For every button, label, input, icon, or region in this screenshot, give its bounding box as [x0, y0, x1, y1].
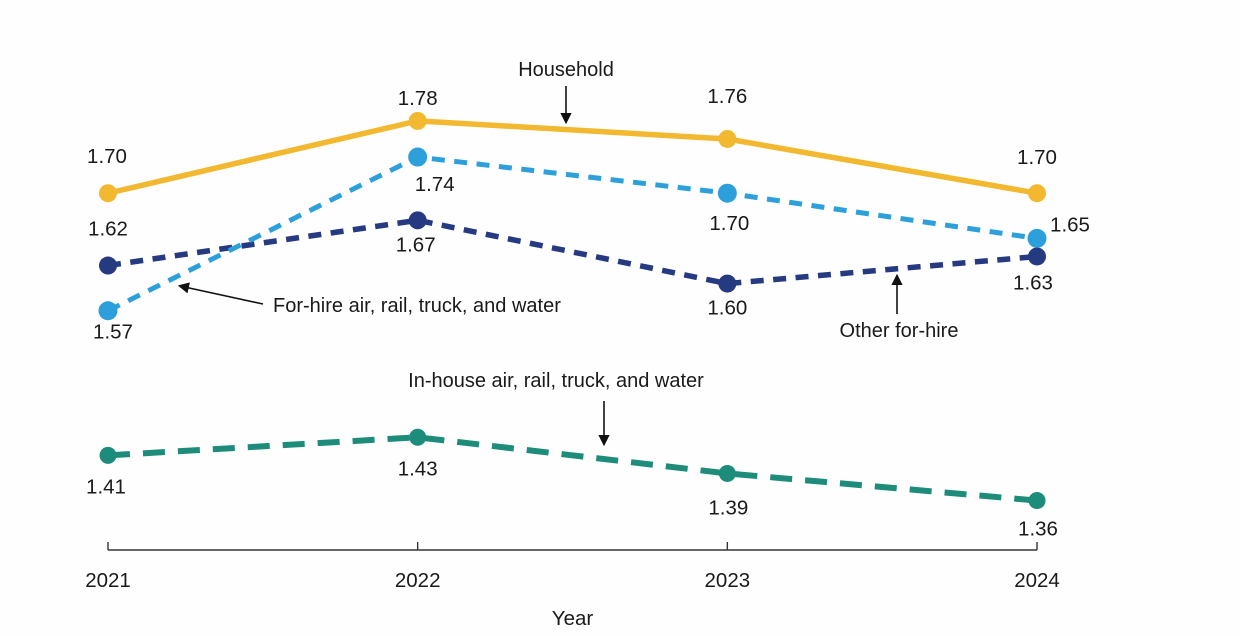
- value-label-for-hire-air-rail-truck-and-water-2022: 1.74: [415, 173, 455, 196]
- data-point-in-house-air-rail-truck-and-water-2022: [409, 428, 427, 446]
- data-point-household-2022: [408, 111, 427, 130]
- value-label-other-for-hire-2022: 1.67: [396, 233, 436, 256]
- series-line-other-for-hire: [107, 217, 1038, 287]
- data-point-other-for-hire-2021: [99, 256, 117, 275]
- series-line-in-house-air-rail-truck-and-water: [107, 434, 1038, 504]
- value-label-household-2021: 1.70: [87, 145, 127, 168]
- annotation-in-house: In-house air, rail, truck, and water: [408, 370, 704, 392]
- value-label-in-house-air-rail-truck-and-water-2022: 1.43: [398, 457, 438, 480]
- series-line-for-hire-air-rail-truck-and-water: [106, 154, 1038, 313]
- annotation-for-hire: For-hire air, rail, truck, and water: [273, 295, 561, 317]
- series-line-household: [107, 118, 1038, 196]
- annotation-household: Household: [518, 59, 614, 81]
- x-tick-label-2023: 2023: [705, 569, 751, 592]
- data-point-household-2024: [1028, 184, 1047, 203]
- annotation-other-for-hire: Other for-hire: [839, 320, 959, 342]
- value-label-household-2024: 1.70: [1017, 146, 1057, 169]
- data-point-for-hire-air-rail-truck-and-water-2021: [98, 301, 118, 321]
- data-point-for-hire-air-rail-truck-and-water-2024: [1027, 228, 1047, 248]
- x-axis-title: Year: [552, 607, 594, 630]
- data-point-in-house-air-rail-truck-and-water-2024: [1028, 492, 1046, 510]
- value-label-in-house-air-rail-truck-and-water-2024: 1.36: [1018, 518, 1058, 541]
- value-label-household-2022: 1.78: [398, 87, 438, 110]
- data-point-for-hire-air-rail-truck-and-water-2022: [408, 147, 428, 167]
- annotation-arrow-for-hire: [177, 282, 264, 305]
- x-tick-label-2022: 2022: [395, 569, 441, 592]
- x-tick-label-2024: 2024: [1014, 569, 1060, 592]
- data-point-household-2023: [718, 129, 737, 148]
- value-label-household-2023: 1.76: [707, 85, 747, 108]
- value-label-other-for-hire-2024: 1.63: [1013, 271, 1053, 294]
- data-point-for-hire-air-rail-truck-and-water-2023: [717, 183, 737, 203]
- data-point-other-for-hire-2024: [1028, 247, 1047, 266]
- value-label-for-hire-air-rail-truck-and-water-2023: 1.70: [709, 212, 749, 235]
- data-point-other-for-hire-2022: [408, 211, 427, 230]
- value-label-other-for-hire-2021: 1.62: [88, 218, 128, 241]
- value-label-in-house-air-rail-truck-and-water-2023: 1.39: [708, 496, 748, 519]
- value-label-in-house-air-rail-truck-and-water-2021: 1.41: [86, 475, 126, 498]
- data-point-household-2021: [99, 184, 117, 203]
- data-point-in-house-air-rail-truck-and-water-2021: [99, 446, 117, 464]
- data-point-in-house-air-rail-truck-and-water-2023: [718, 464, 736, 482]
- value-label-other-for-hire-2023: 1.60: [707, 297, 747, 320]
- x-tick-label-2021: 2021: [85, 569, 131, 592]
- value-label-for-hire-air-rail-truck-and-water-2024: 1.65: [1050, 213, 1090, 236]
- value-label-for-hire-air-rail-truck-and-water-2021: 1.57: [93, 321, 133, 344]
- data-point-other-for-hire-2023: [718, 274, 737, 293]
